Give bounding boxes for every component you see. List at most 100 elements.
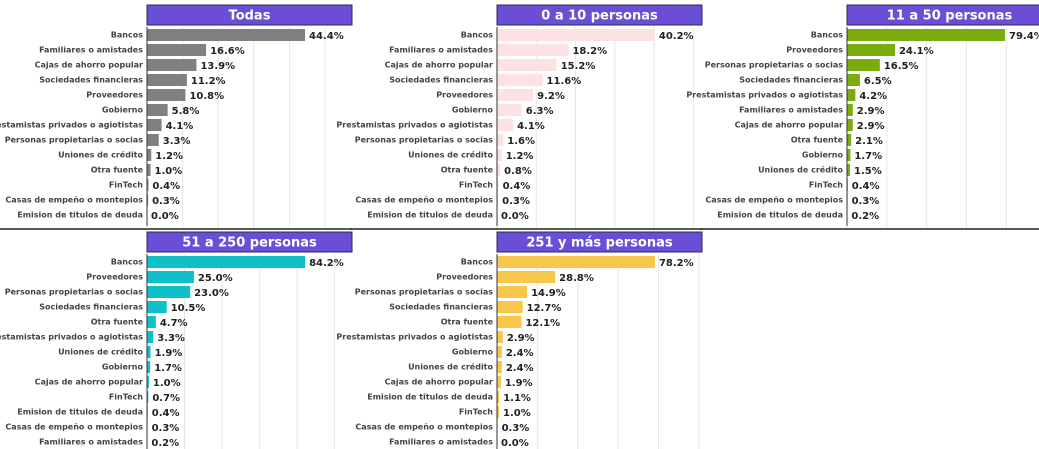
- bar: [147, 391, 149, 403]
- value-label: 4.7%: [160, 318, 188, 329]
- bar: [847, 119, 853, 131]
- value-label: 14.9%: [531, 288, 566, 299]
- category-label: Bancos: [461, 258, 493, 267]
- category-label: Cajas de ahorro popular: [35, 61, 143, 70]
- category-label: Sociedades financieras: [389, 303, 493, 312]
- value-label: 10.5%: [171, 303, 206, 314]
- bar: [497, 149, 502, 161]
- category-label: Prestamistas privados o agiotistas: [0, 121, 143, 130]
- bar: [147, 119, 162, 131]
- category-label: Cajas de ahorro popular: [35, 378, 143, 387]
- bar: [847, 44, 895, 56]
- category-label: Gobierno: [802, 151, 844, 160]
- bar: [497, 271, 556, 283]
- category-label: Gobierno: [102, 106, 144, 115]
- panel-title-box: [846, 4, 1039, 26]
- panel-title-box: [496, 4, 703, 26]
- category-label: Casas de empeño o montepios: [5, 196, 143, 205]
- category-label: Bancos: [811, 31, 843, 40]
- bar: [847, 59, 880, 71]
- bar: [147, 286, 191, 298]
- bar: [847, 164, 850, 176]
- category-label: Personas propietarias o socias: [5, 136, 143, 145]
- category-label: Bancos: [111, 31, 143, 40]
- category-label: Emision de titulos de deuda: [367, 211, 493, 220]
- value-label: 1.9%: [505, 378, 533, 389]
- category-label: Proveedores: [86, 91, 143, 100]
- value-label: 9.2%: [537, 91, 565, 102]
- bar: [497, 89, 534, 101]
- value-label: 5.8%: [172, 106, 200, 117]
- bar: [147, 89, 186, 101]
- category-label: Otra fuente: [791, 136, 844, 145]
- bar: [497, 406, 500, 418]
- bar: [497, 256, 655, 268]
- bar: [147, 194, 149, 206]
- bar: [147, 29, 306, 41]
- value-label: 0.3%: [152, 423, 180, 434]
- value-label: 0.0%: [501, 438, 529, 449]
- bar: [497, 104, 522, 116]
- category-label: Gobierno: [452, 106, 494, 115]
- category-label: Uniones de crédito: [408, 362, 493, 372]
- category-label: Sociedades financieras: [739, 76, 843, 85]
- value-label: 4.1%: [166, 121, 194, 132]
- bar: [147, 316, 156, 328]
- bar: [497, 74, 543, 86]
- panel-title-box: [496, 231, 703, 253]
- value-label: 24.1%: [899, 46, 934, 57]
- value-label: 44.4%: [309, 31, 344, 42]
- category-label: Uniones de crédito: [58, 150, 143, 160]
- panel-title: Todas: [229, 9, 271, 24]
- bar: [147, 346, 151, 358]
- bar: [497, 316, 522, 328]
- bar: [847, 74, 860, 86]
- category-label: FinTech: [109, 181, 143, 190]
- value-label: 40.2%: [659, 31, 694, 42]
- bar: [497, 134, 504, 146]
- bar: [147, 361, 151, 373]
- category-label: Familiares o amistades: [39, 46, 143, 55]
- category-label: Personas propietarias o socias: [355, 136, 493, 145]
- category-label: Emision de titulos de deuda: [17, 408, 143, 417]
- value-label: 0.4%: [503, 181, 531, 192]
- value-label: 15.2%: [561, 61, 596, 72]
- category-label: Personas propietarias o socias: [5, 288, 143, 297]
- category-label: Proveedores: [436, 273, 493, 282]
- bar: [847, 149, 851, 161]
- bar: [497, 301, 523, 313]
- panel-title: 251 y más personas: [526, 236, 672, 251]
- value-label: 0.2%: [151, 438, 179, 449]
- value-label: 2.9%: [857, 121, 885, 132]
- bar: [147, 44, 207, 56]
- category-label: Casas de empeño o montepios: [355, 423, 493, 432]
- category-label: Cajas de ahorro popular: [735, 121, 843, 130]
- bar: [147, 301, 167, 313]
- value-label: 1.7%: [154, 363, 182, 374]
- category-label: Prestamistas privados o agiotistas: [336, 121, 493, 130]
- bar: [497, 361, 502, 373]
- bar: [847, 104, 853, 116]
- panel-title: 51 a 250 personas: [182, 236, 317, 251]
- bar: [497, 194, 499, 206]
- panel-title: 0 a 10 personas: [541, 9, 658, 24]
- category-label: FinTech: [459, 181, 493, 190]
- bar: [497, 376, 501, 388]
- value-label: 0.0%: [151, 211, 179, 222]
- value-label: 2.9%: [507, 333, 535, 344]
- category-label: Proveedores: [786, 46, 843, 55]
- category-label: Emision de titulos de deuda: [17, 211, 143, 220]
- value-label: 0.0%: [501, 211, 529, 222]
- value-label: 28.8%: [559, 273, 594, 284]
- value-label: 1.5%: [854, 166, 882, 177]
- category-label: Otra fuente: [441, 166, 494, 175]
- panel-title-box: [146, 4, 353, 26]
- value-label: 2.4%: [506, 363, 534, 374]
- category-label: Otra fuente: [91, 166, 144, 175]
- category-label: Emision de titulos de deuda: [717, 211, 843, 220]
- category-label: Sociedades financieras: [39, 76, 143, 85]
- bar: [147, 59, 197, 71]
- category-label: Familiares o amistades: [389, 46, 493, 55]
- bar: [497, 346, 502, 358]
- bar: [497, 164, 501, 176]
